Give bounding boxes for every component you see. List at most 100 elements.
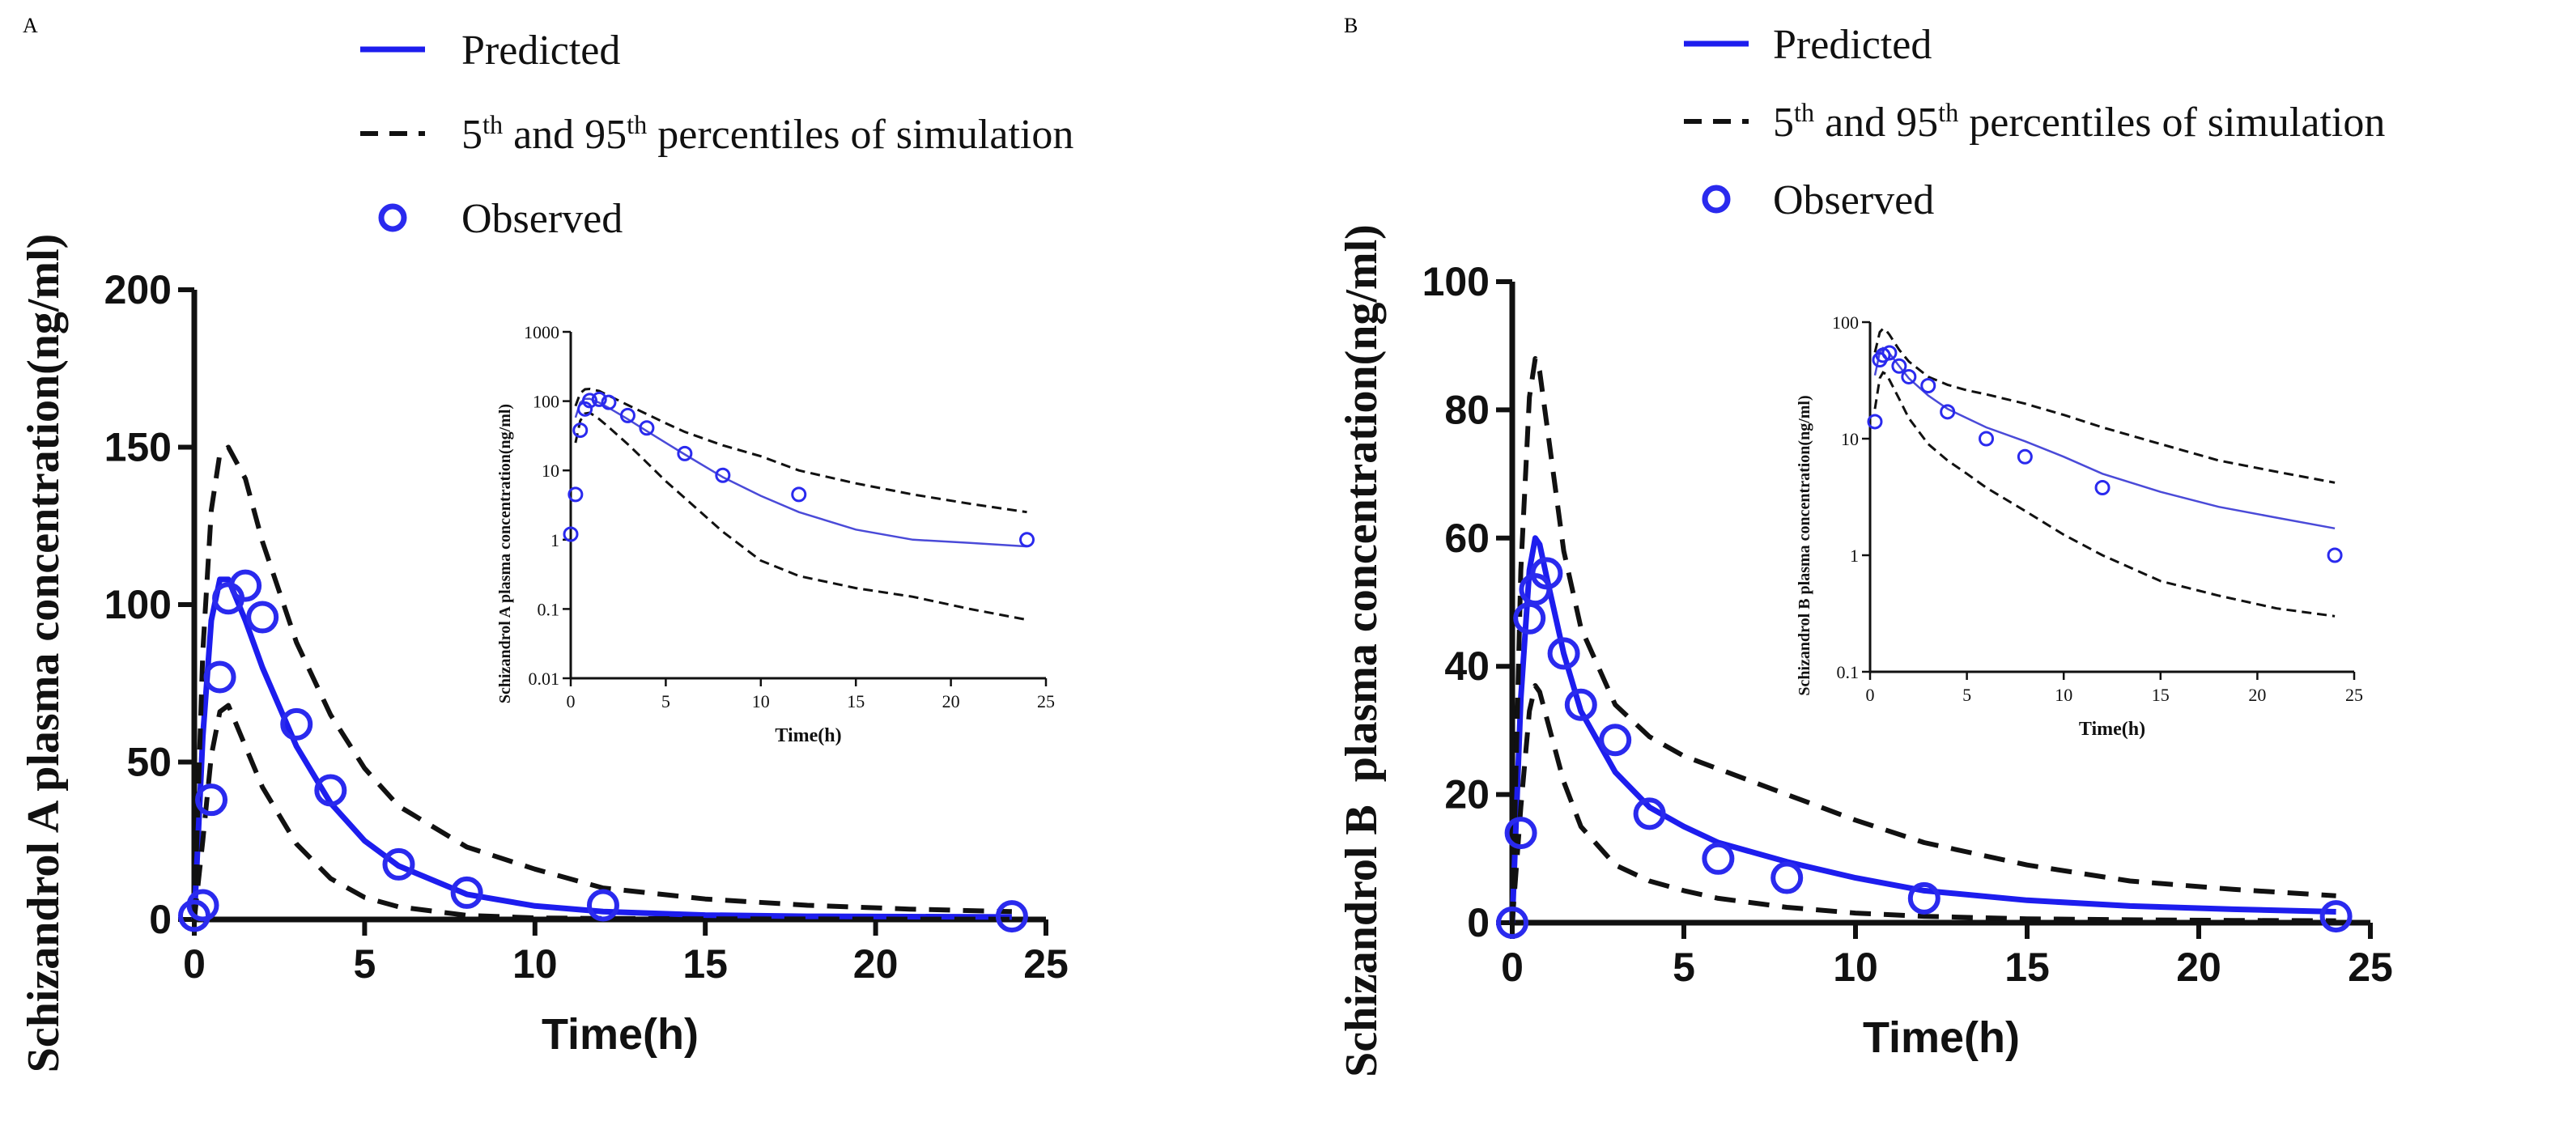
inset-y-tick-label: 1	[1850, 546, 1859, 566]
legend-percentile-p-mid: and 95	[1814, 100, 1938, 146]
observed-point	[1547, 637, 1580, 670]
inset-observed-point	[1019, 532, 1035, 548]
predicted-line	[191, 576, 1012, 920]
x-axis-label: Time(h)	[1863, 1013, 2020, 1062]
x-tick-label: 15	[2004, 945, 2050, 990]
inset-observed-point	[601, 394, 617, 410]
x-tick-label: 25	[1023, 941, 1069, 987]
legend-observed-label: Observed	[461, 196, 623, 242]
inset-percentile-5-line	[1873, 371, 2336, 618]
inset-y-axis-label: Schizandrol A plasma concentration(ng/ml…	[496, 404, 514, 703]
observed-point	[186, 889, 219, 922]
x-tick-label: 20	[853, 941, 899, 987]
inset-x-tick-label: 15	[2152, 685, 2170, 705]
observed-point	[280, 707, 313, 741]
observed-point	[382, 847, 415, 881]
legend-percentile-label: 5th and 95th percentiles of simulation	[461, 110, 1073, 158]
inset-x-tick-label: 20	[2248, 685, 2266, 705]
inset-y-tick-label: 0.01	[529, 669, 560, 689]
y-tick-label: 50	[126, 740, 172, 785]
observed-point	[995, 900, 1028, 933]
inset-y-tick-label: 0.1	[538, 599, 560, 619]
observed-point	[2319, 900, 2353, 933]
inset-x-tick-label: 15	[847, 691, 865, 711]
observed-point	[1907, 881, 1941, 915]
legend-observed-marker	[378, 203, 407, 232]
inset-chart: 0.01 0.1 1 10 100 1000 0 5 10 15 20 25 Time(h) Schiza…	[496, 322, 1055, 746]
inset-observed-point	[2327, 547, 2343, 563]
observed-point	[195, 783, 228, 817]
inset-predicted-line	[1873, 346, 2336, 530]
legend-predicted-label: Predicted	[1773, 22, 1932, 68]
x-tick-label: 0	[183, 941, 206, 987]
observed-point	[1702, 842, 1735, 875]
inset-observed-point	[1881, 345, 1898, 361]
x-axis-label: Time(h)	[542, 1010, 699, 1059]
inset-x-tick-label: 25	[1037, 691, 1055, 711]
inset-x-tick-label: 0	[1866, 685, 1875, 705]
percentile-5-line	[192, 703, 1012, 922]
inset-observed-point	[577, 401, 593, 417]
inset-x-tick-label: 10	[2055, 685, 2072, 705]
inset-x-tick-label: 10	[752, 691, 770, 711]
inset-x-tick-label: 0	[567, 691, 576, 711]
legend-predicted-label: Predicted	[461, 28, 620, 74]
inset-predicted-line	[574, 397, 1027, 548]
inset-observed-point	[567, 486, 584, 503]
inset-observed-point	[1940, 404, 1956, 420]
inset-y-tick-label: 0.1	[1837, 662, 1860, 682]
y-tick-label: 40	[1444, 643, 1490, 689]
inset-y-tick-label: 10	[1841, 429, 1859, 449]
inset-observed-point	[563, 526, 579, 542]
legend-observed-marker	[1702, 185, 1731, 214]
inset-y-tick-label: 100	[533, 392, 559, 412]
inset-x-tick-label: 5	[661, 691, 670, 711]
inset-chart: 0.1 1 10 100 0 5 10 15 20 25 Time(h) Schizandrol B …	[1796, 312, 2363, 740]
x-tick-label: 10	[512, 941, 558, 987]
inset-observed-point	[619, 407, 635, 423]
observed-point	[229, 569, 262, 602]
observed-point	[1770, 861, 1804, 894]
panel-label: B	[1344, 14, 1358, 37]
y-axis-label: Schizandrol B plasma concentration(ng/ml…	[1337, 224, 1387, 1077]
observed-point	[1530, 557, 1563, 590]
x-tick-label: 10	[1833, 945, 1878, 990]
inset-x-tick-label: 25	[2345, 685, 2363, 705]
inset-percentile-95-line	[574, 387, 1027, 514]
inset-percentile-5-line	[574, 411, 1027, 622]
inset-x-axis-label: Time(h)	[775, 725, 841, 746]
legend-percentile-p-prefix-1: 5	[461, 112, 482, 158]
legend-percentile-p-sup-2: th	[1938, 98, 1958, 127]
y-tick-label: 150	[104, 425, 172, 470]
inset-observed-point	[1979, 431, 1995, 447]
inset-x-axis-label: Time(h)	[2079, 719, 2145, 740]
x-tick-label: 5	[353, 941, 376, 987]
observed-point	[1633, 797, 1666, 830]
y-tick-label: 80	[1444, 387, 1490, 432]
observed-point	[1564, 688, 1597, 721]
x-tick-label: 5	[1673, 945, 1695, 990]
y-tick-label: 0	[1467, 900, 1490, 945]
legend-percentile-p-sup-2: th	[627, 110, 647, 139]
observed-point	[1599, 724, 1632, 757]
observed-point	[1496, 907, 1528, 939]
inset-observed-point	[1920, 378, 1936, 394]
y-tick-label: 100	[104, 582, 172, 627]
inset-y-tick-label: 100	[1832, 312, 1859, 333]
legend-percentile-p-sup-1: th	[482, 110, 503, 139]
panel-label: A	[23, 14, 38, 37]
inset-observed-point	[639, 420, 655, 436]
inset-observed-point	[1867, 414, 1883, 430]
inset-y-tick-label: 1	[550, 530, 559, 550]
inset-observed-point	[677, 445, 693, 461]
y-tick-label: 100	[1422, 259, 1490, 304]
observed-point	[246, 601, 279, 634]
y-tick-label: 20	[1444, 772, 1490, 817]
legend: Predicted 5th and 95th percentiles of sim…	[360, 28, 1073, 242]
inset-observed-point	[572, 423, 589, 439]
x-tick-label: 20	[2176, 945, 2221, 990]
